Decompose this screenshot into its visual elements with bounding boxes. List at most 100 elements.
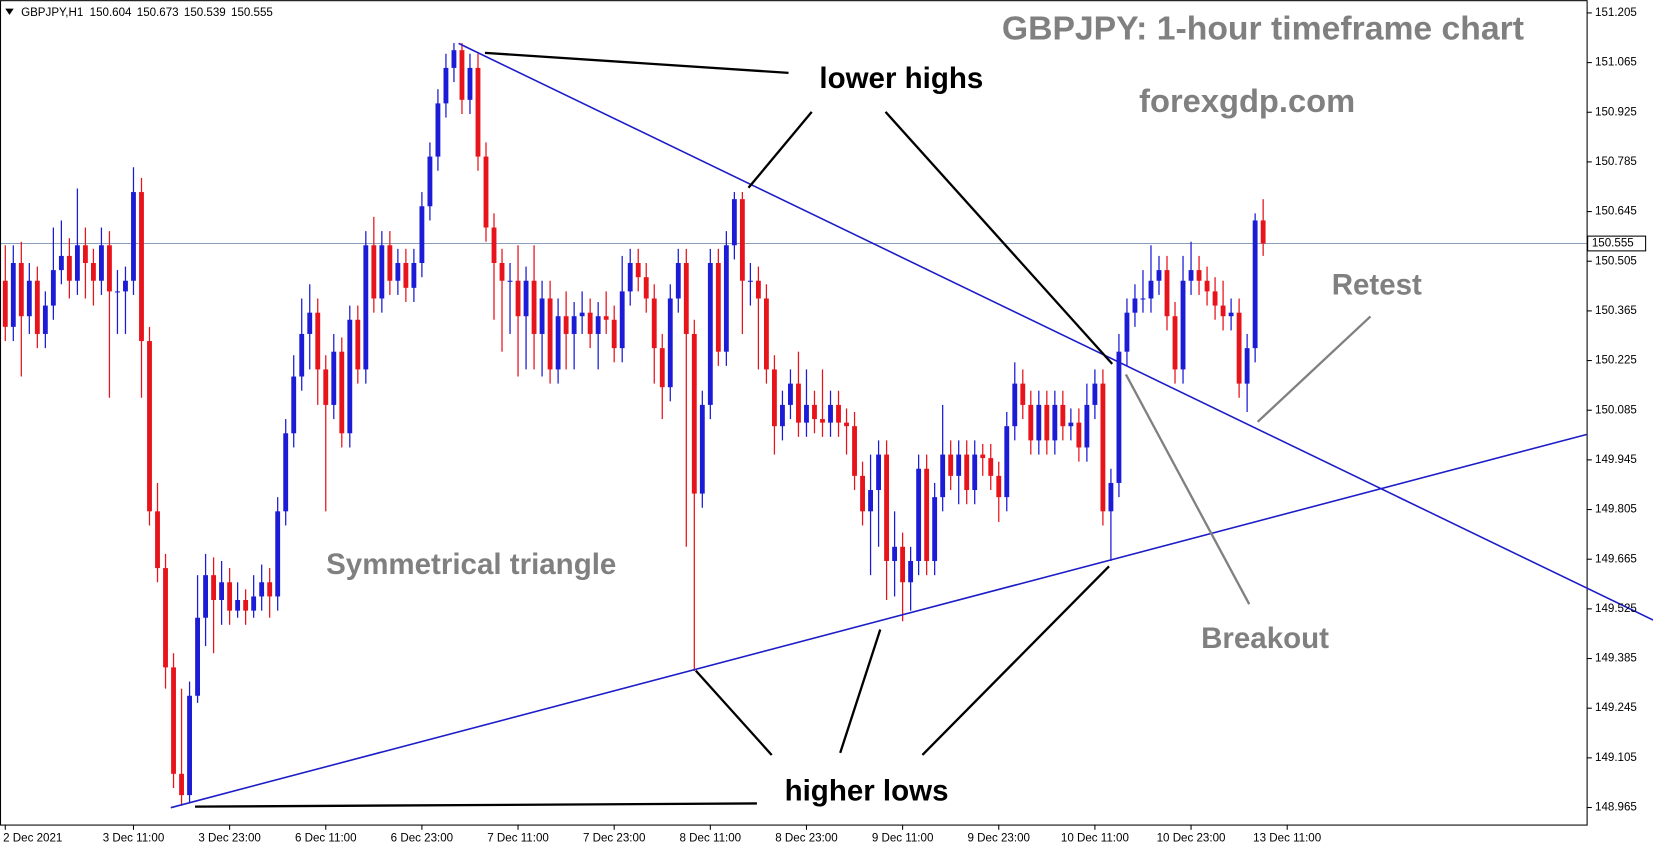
x-tick-label: 3 Dec 11:00: [103, 832, 165, 844]
candle-body: [571, 316, 577, 334]
candle-body: [531, 280, 537, 334]
candle-body: [1060, 404, 1066, 427]
candle-body: [331, 351, 337, 405]
candle-body: [74, 245, 80, 281]
candle-body: [860, 475, 865, 512]
candle-body: [259, 582, 265, 597]
annotation: Symmetrical triangle: [326, 548, 616, 581]
candle-body: [972, 454, 978, 491]
candle-body: [371, 245, 377, 299]
candle-body: [211, 575, 217, 601]
pointer-line: [884, 111, 1114, 365]
candle-body: [251, 596, 257, 611]
candle-body: [699, 404, 705, 494]
candle-body: [1012, 383, 1018, 427]
candle-body: [291, 376, 297, 434]
candle-body: [443, 67, 449, 104]
candle-body: [852, 426, 857, 476]
candle-body: [611, 319, 617, 349]
candle-body: [539, 298, 545, 334]
header-high: 150.673: [137, 7, 179, 19]
candle-body: [219, 582, 225, 601]
candle-body: [627, 263, 633, 292]
candle-body: [123, 280, 128, 292]
candle-body: [1132, 298, 1138, 313]
candle-body: [243, 600, 249, 611]
candle-body: [996, 475, 1002, 498]
candle-body: [820, 419, 825, 423]
x-tick-label: 8 Dec 23:00: [775, 832, 837, 844]
candle-body: [275, 511, 281, 597]
candle-body: [924, 468, 930, 561]
candle-body: [755, 280, 761, 299]
candle-body: [427, 156, 433, 207]
pointer-line: [747, 111, 813, 189]
candle-body: [916, 468, 922, 561]
candle-body: [459, 50, 465, 100]
candle-body: [1180, 280, 1186, 370]
annotation: Retest: [1332, 269, 1422, 302]
candle-body: [771, 369, 777, 427]
candle-body: [307, 312, 313, 334]
candle-body: [675, 263, 681, 299]
candle-body: [379, 245, 385, 299]
candle-body: [1044, 404, 1050, 441]
candle-body: [1076, 422, 1082, 448]
y-tick-label: 150.925: [1595, 106, 1637, 118]
candle-body: [1228, 312, 1234, 317]
chart-title: GBPJPY: 1-hour timeframe chart: [1002, 10, 1524, 48]
menu-icon[interactable]: [5, 8, 14, 15]
candle-body: [563, 316, 569, 334]
candle-body: [1108, 482, 1114, 512]
pointer-line: [1124, 373, 1251, 605]
candle-body: [299, 333, 305, 377]
candle-body: [147, 341, 152, 512]
candle-body: [964, 454, 970, 491]
candle-body: [227, 582, 233, 611]
candle-body: [1188, 270, 1194, 281]
pointer-line: [1256, 315, 1372, 423]
candle-body: [812, 404, 817, 420]
candle-body: [547, 298, 553, 370]
candle-body: [267, 582, 273, 597]
x-tick-label: 6 Dec 11:00: [295, 832, 357, 844]
candle-body: [403, 263, 409, 288]
candle-body: [892, 546, 898, 561]
candle-body: [587, 312, 593, 334]
candle-body: [179, 773, 184, 796]
candle-body: [739, 199, 745, 281]
candle-body: [26, 280, 32, 317]
bid-label-box: [1587, 235, 1647, 252]
candle-body: [82, 245, 88, 264]
candle-body: [1116, 351, 1122, 483]
candle-body: [715, 263, 721, 352]
candle-body: [723, 245, 729, 352]
candle-body: [99, 245, 104, 281]
candle-body: [387, 245, 393, 281]
candle-body: [796, 383, 801, 423]
candle-body: [339, 351, 345, 434]
candle-body: [619, 291, 625, 349]
candle-body: [579, 312, 585, 317]
x-tick-label: 9 Dec 23:00: [968, 832, 1030, 844]
x-tick-label: 8 Dec 11:00: [680, 832, 742, 844]
y-tick-label: 148.965: [1595, 802, 1637, 814]
candle-body: [131, 192, 136, 281]
candle-body: [1172, 316, 1178, 370]
candle-body: [187, 695, 192, 796]
candle-body: [1148, 280, 1154, 299]
candle-body: [515, 280, 521, 317]
candle-body: [115, 291, 120, 293]
candle-body: [107, 245, 112, 292]
x-tick-label: 13 Dec 11:00: [1253, 832, 1321, 844]
annotation: Breakout: [1201, 622, 1329, 655]
candle-body: [1252, 220, 1258, 349]
candle-body: [411, 263, 417, 288]
candle-body: [1036, 404, 1042, 441]
x-tick-label: 7 Dec 23:00: [583, 832, 645, 844]
candle-body: [659, 348, 665, 388]
symbol: GBPJPY,H1: [21, 7, 83, 19]
candle-body: [691, 333, 697, 494]
